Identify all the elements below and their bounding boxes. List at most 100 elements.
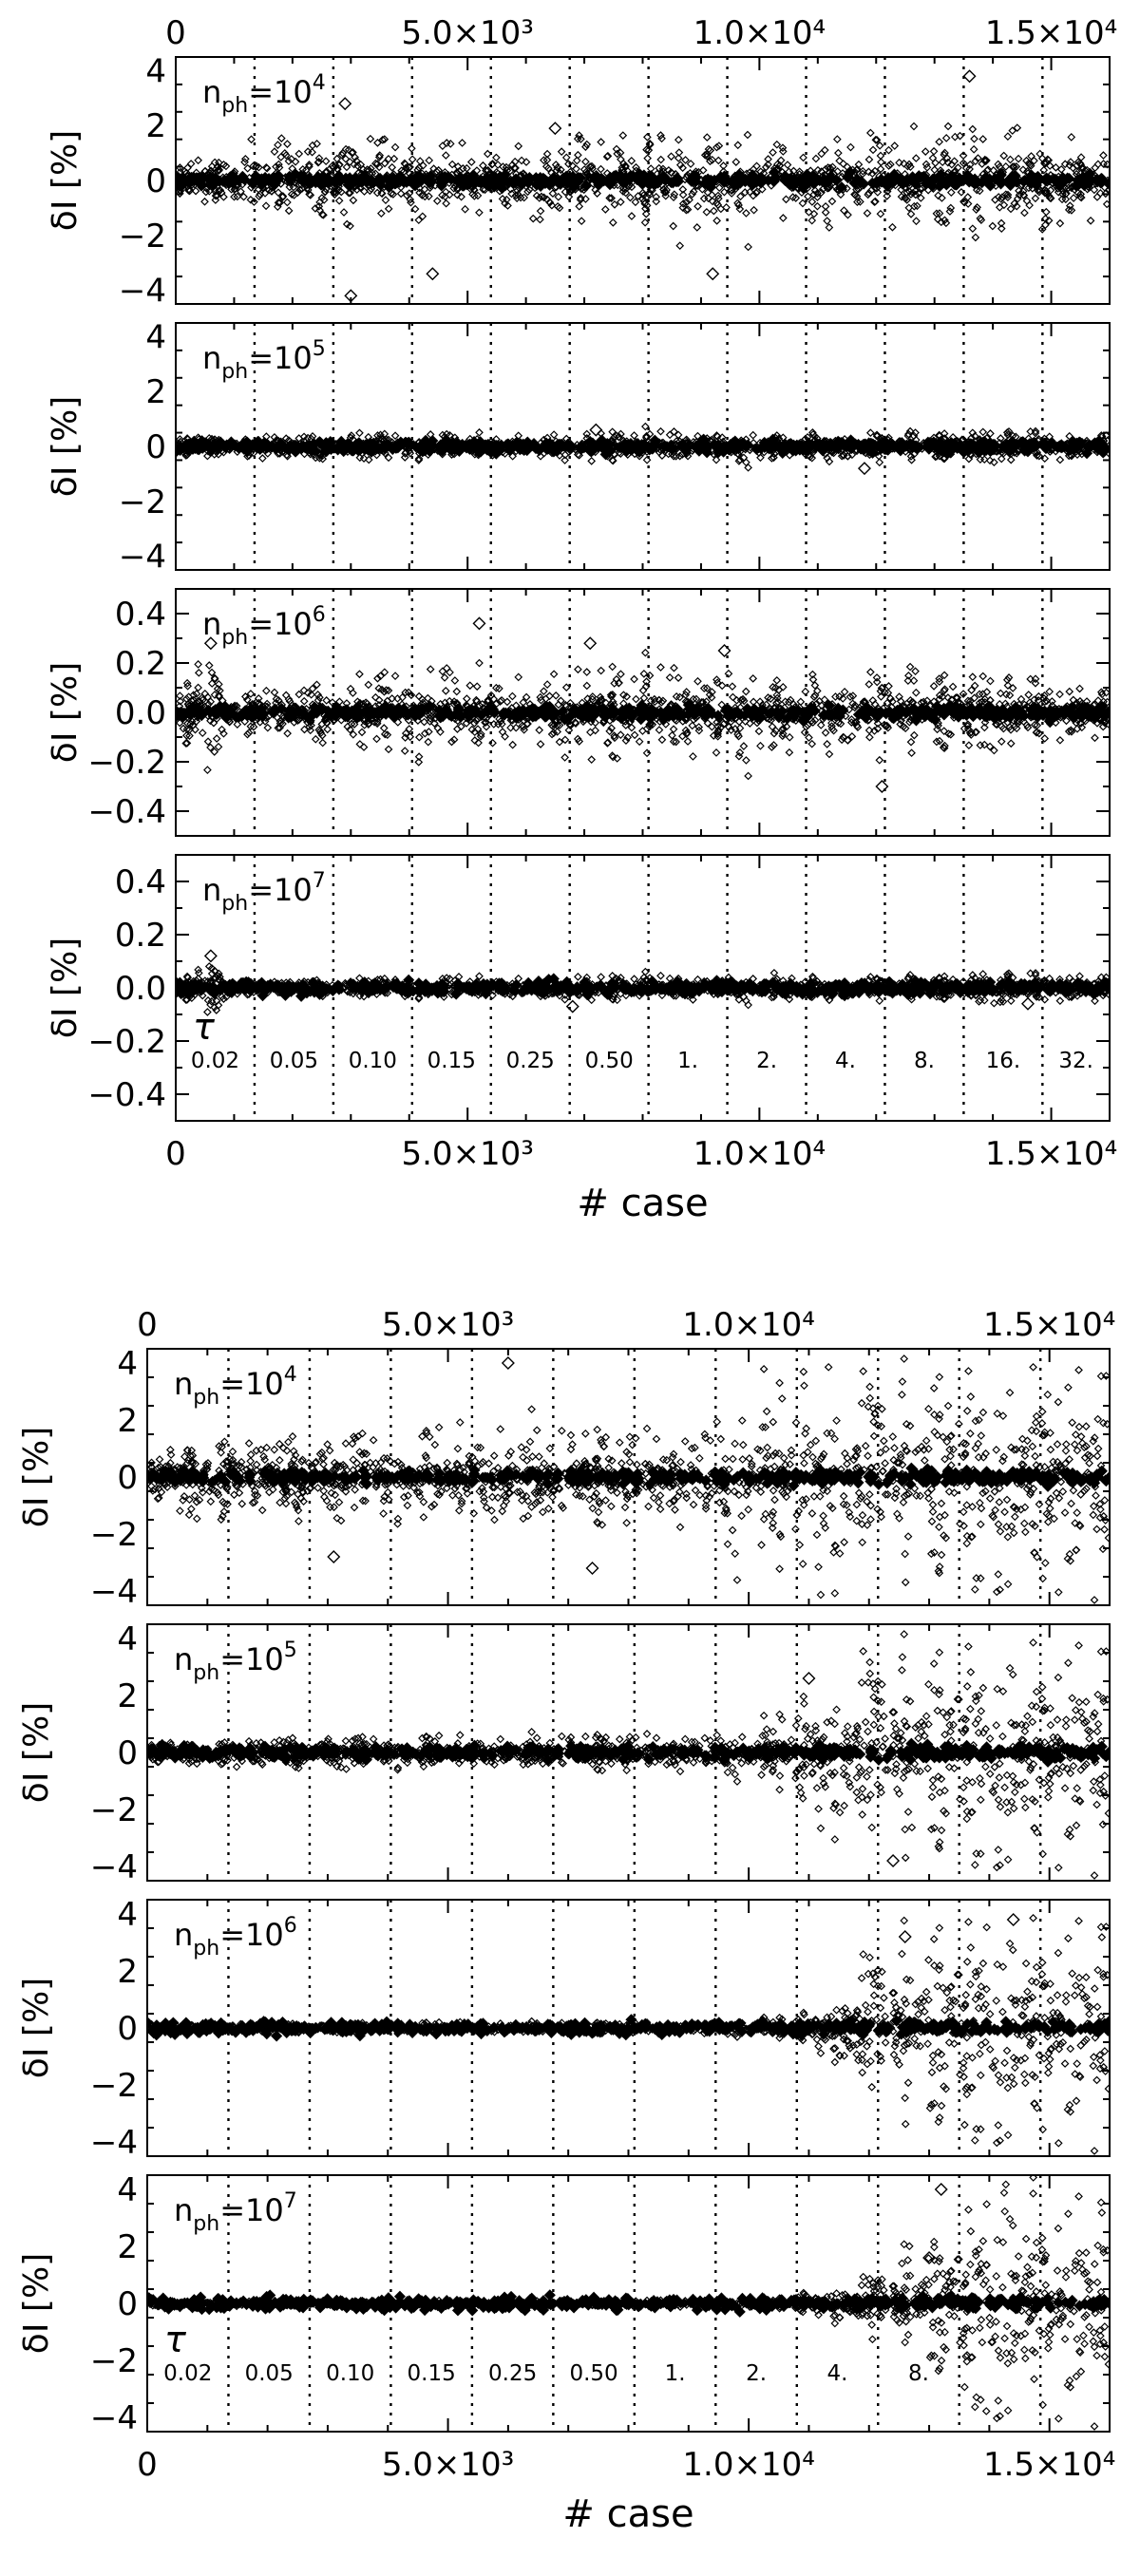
data-point — [453, 190, 462, 199]
data-point — [708, 156, 717, 164]
data-point — [994, 193, 1003, 201]
data-point — [1086, 217, 1095, 225]
data-point — [488, 738, 497, 748]
data-point — [1010, 162, 1018, 171]
data-point — [543, 163, 553, 173]
data-point — [1073, 724, 1082, 733]
data-point — [918, 184, 927, 193]
data-point — [1045, 194, 1054, 202]
data-point — [255, 192, 264, 200]
data-point — [968, 224, 978, 234]
data-point — [618, 172, 632, 184]
data-point — [576, 194, 585, 202]
data-point — [375, 151, 385, 160]
data-point — [571, 172, 583, 184]
data-point — [1060, 160, 1070, 169]
data-point — [961, 440, 974, 452]
data-point — [606, 691, 616, 700]
data-point — [883, 698, 892, 708]
data-point — [770, 449, 779, 458]
data-point — [642, 145, 651, 155]
data-point — [665, 430, 674, 440]
data-point — [744, 242, 752, 252]
data-point — [1004, 673, 1014, 682]
data-point — [432, 197, 442, 205]
data-point — [182, 678, 192, 688]
data-point — [713, 200, 723, 210]
data-point — [883, 192, 892, 200]
data-point — [206, 743, 215, 752]
data-point — [783, 161, 792, 169]
data-point — [209, 718, 218, 728]
data-point — [493, 161, 503, 169]
data-point — [661, 188, 671, 197]
data-point — [623, 732, 633, 742]
data-point — [801, 687, 810, 696]
data-point — [572, 164, 580, 174]
data-point — [1064, 205, 1074, 215]
data-point — [303, 689, 313, 697]
data-point — [314, 201, 324, 211]
data-point — [655, 726, 664, 734]
data-point — [318, 738, 328, 748]
data-point — [675, 692, 684, 702]
data-point — [864, 155, 874, 164]
data-point — [501, 732, 509, 741]
data-point — [564, 192, 574, 201]
data-point — [575, 443, 587, 456]
data-point — [973, 202, 981, 212]
data-point — [577, 217, 586, 226]
data-point — [858, 166, 867, 176]
data-point — [1075, 192, 1085, 201]
data-point — [1033, 451, 1041, 460]
data-point — [305, 722, 314, 731]
data-point — [897, 185, 905, 195]
data-point — [823, 217, 831, 225]
data-point — [866, 186, 876, 195]
data-point — [410, 204, 420, 214]
data-point — [317, 194, 327, 202]
data-point — [714, 726, 723, 735]
data-point — [845, 705, 854, 714]
data-point — [284, 157, 294, 165]
data-point — [698, 697, 708, 707]
data-point — [191, 186, 200, 196]
data-point — [681, 205, 691, 215]
data-point — [1040, 454, 1050, 464]
data-point — [406, 732, 415, 742]
data-point — [905, 187, 914, 197]
data-point — [1030, 720, 1039, 729]
data-point — [1037, 225, 1047, 234]
data-point — [612, 144, 621, 154]
outlier-point — [426, 267, 440, 281]
data-point — [426, 665, 435, 673]
data-point — [669, 737, 678, 747]
data-point — [974, 437, 986, 450]
outlier-point — [857, 462, 871, 476]
data-point — [641, 422, 650, 431]
data-point — [283, 140, 292, 148]
data-point — [636, 174, 649, 186]
data-point — [877, 158, 885, 167]
data-point — [1006, 155, 1015, 164]
data-point — [742, 209, 750, 218]
data-point — [1091, 700, 1100, 709]
data-point — [804, 192, 812, 201]
data-point — [346, 221, 354, 231]
data-point — [745, 719, 754, 728]
data-point — [1040, 734, 1050, 743]
data-point — [560, 753, 569, 762]
data-point — [940, 216, 949, 225]
data-point — [911, 186, 921, 196]
data-point — [484, 695, 493, 705]
data-point — [630, 431, 638, 440]
data-point — [256, 717, 265, 727]
data-point — [834, 718, 843, 728]
data-point — [735, 748, 745, 757]
data-point — [645, 139, 655, 148]
data-point — [414, 758, 424, 767]
data-point — [943, 158, 953, 167]
data-point — [909, 201, 919, 211]
data-point — [475, 208, 484, 218]
